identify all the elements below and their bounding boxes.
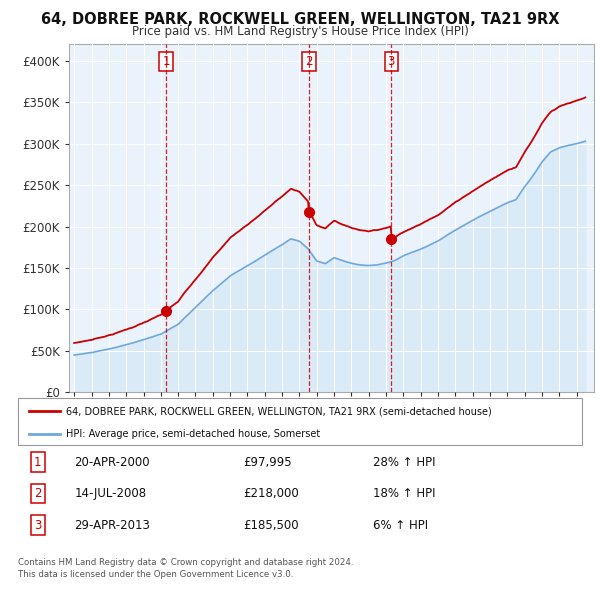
- Text: 28% ↑ HPI: 28% ↑ HPI: [373, 455, 436, 468]
- Text: 64, DOBREE PARK, ROCKWELL GREEN, WELLINGTON, TA21 9RX (semi-detached house): 64, DOBREE PARK, ROCKWELL GREEN, WELLING…: [66, 407, 491, 417]
- Text: 29-APR-2013: 29-APR-2013: [74, 519, 150, 532]
- Text: HPI: Average price, semi-detached house, Somerset: HPI: Average price, semi-detached house,…: [66, 429, 320, 438]
- FancyBboxPatch shape: [18, 398, 582, 445]
- Text: 20-APR-2000: 20-APR-2000: [74, 455, 150, 468]
- Text: 1: 1: [162, 55, 170, 68]
- Text: 6% ↑ HPI: 6% ↑ HPI: [373, 519, 428, 532]
- Text: 64, DOBREE PARK, ROCKWELL GREEN, WELLINGTON, TA21 9RX: 64, DOBREE PARK, ROCKWELL GREEN, WELLING…: [41, 12, 559, 27]
- Text: Price paid vs. HM Land Registry's House Price Index (HPI): Price paid vs. HM Land Registry's House …: [131, 25, 469, 38]
- Text: £97,995: £97,995: [244, 455, 292, 468]
- Text: 1: 1: [34, 455, 41, 468]
- Text: 3: 3: [34, 519, 41, 532]
- Text: £185,500: £185,500: [244, 519, 299, 532]
- Text: 18% ↑ HPI: 18% ↑ HPI: [373, 487, 436, 500]
- Text: 2: 2: [305, 55, 313, 68]
- Text: £218,000: £218,000: [244, 487, 299, 500]
- Text: Contains HM Land Registry data © Crown copyright and database right 2024.
This d: Contains HM Land Registry data © Crown c…: [18, 558, 353, 579]
- Text: 14-JUL-2008: 14-JUL-2008: [74, 487, 146, 500]
- Text: 3: 3: [388, 55, 395, 68]
- Text: 2: 2: [34, 487, 41, 500]
